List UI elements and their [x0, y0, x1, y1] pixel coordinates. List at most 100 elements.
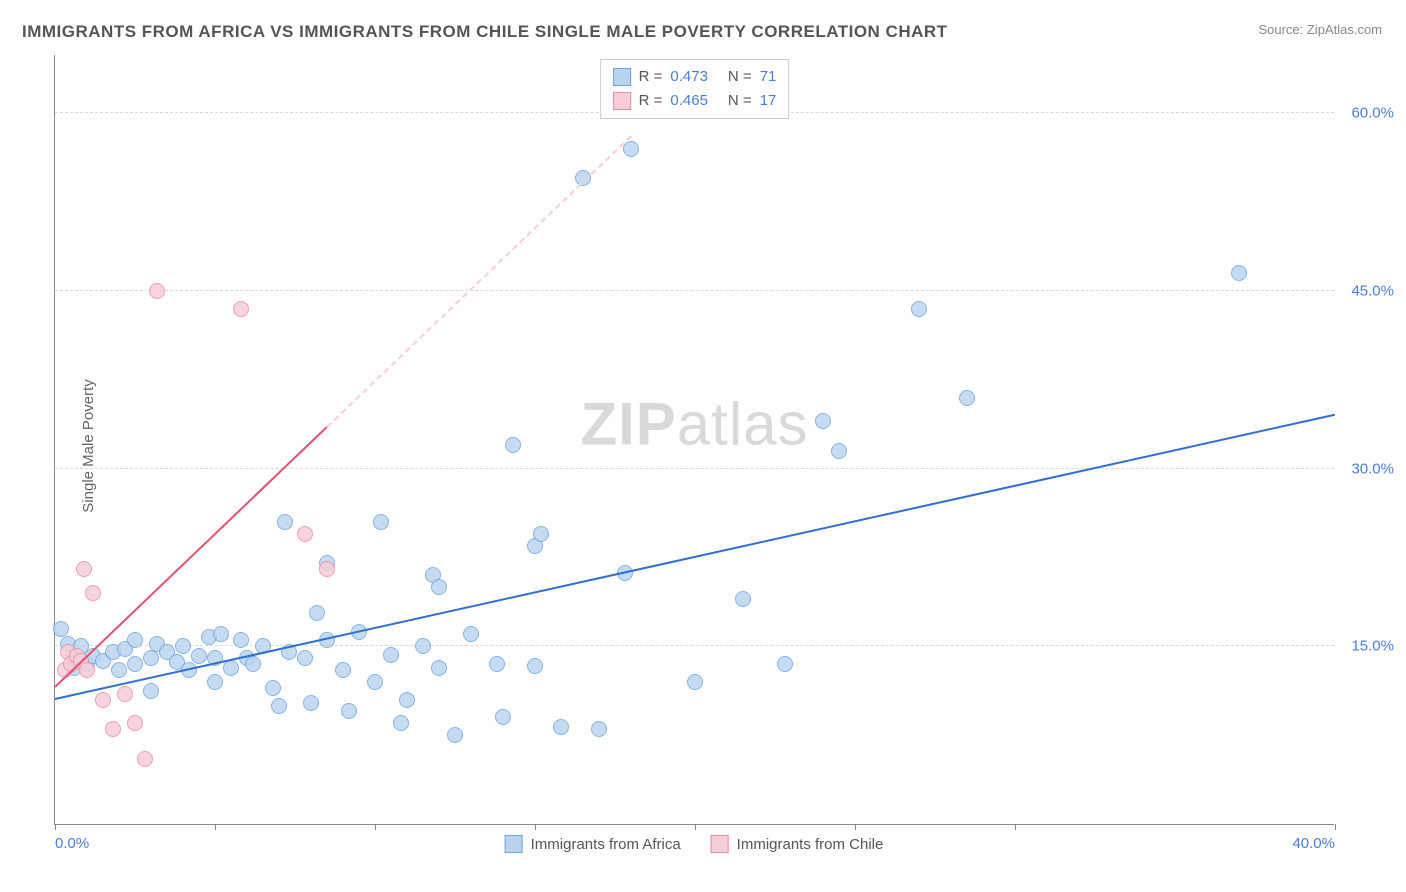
data-point	[137, 751, 153, 767]
data-point	[233, 301, 249, 317]
legend-n-value: 17	[760, 89, 777, 113]
data-point	[393, 715, 409, 731]
legend-label: Immigrants from Africa	[531, 836, 681, 853]
data-point	[383, 647, 399, 663]
data-point	[575, 170, 591, 186]
data-point	[127, 632, 143, 648]
data-point	[191, 648, 207, 664]
data-point	[111, 662, 127, 678]
legend-r-label: R =	[639, 65, 663, 89]
data-point	[341, 703, 357, 719]
data-point	[367, 674, 383, 690]
data-point	[105, 721, 121, 737]
watermark-bold: ZIP	[580, 391, 676, 458]
watermark-light: atlas	[677, 391, 809, 458]
data-point	[271, 698, 287, 714]
legend-swatch	[711, 835, 729, 853]
data-point	[735, 591, 751, 607]
data-point	[399, 692, 415, 708]
legend-n-label: N =	[728, 89, 752, 113]
legend-r-label: R =	[639, 89, 663, 113]
legend-swatch	[613, 92, 631, 110]
x-tick-mark	[535, 824, 536, 830]
y-tick-label: 60.0%	[1339, 105, 1394, 122]
series-legend: Immigrants from Africa Immigrants from Ch…	[505, 835, 884, 853]
data-point	[233, 632, 249, 648]
legend-swatch	[613, 68, 631, 86]
data-point	[117, 686, 133, 702]
x-tick-mark	[215, 824, 216, 830]
gridline	[55, 468, 1334, 469]
data-point	[245, 656, 261, 672]
data-point	[207, 674, 223, 690]
legend-swatch	[505, 835, 523, 853]
data-point	[297, 650, 313, 666]
legend-n-label: N =	[728, 65, 752, 89]
x-tick-mark	[1015, 824, 1016, 830]
data-point	[489, 656, 505, 672]
data-point	[415, 638, 431, 654]
data-point	[527, 658, 543, 674]
legend-r-value: 0.465	[670, 89, 708, 113]
data-point	[319, 561, 335, 577]
data-point	[373, 514, 389, 530]
legend-label: Immigrants from Chile	[737, 836, 884, 853]
data-point	[687, 674, 703, 690]
trend-line-dashed	[326, 135, 631, 427]
data-point	[303, 695, 319, 711]
legend-row: R = 0.473 N = 71	[613, 65, 777, 89]
legend-row: R = 0.465 N = 17	[613, 89, 777, 113]
x-tick-label: 0.0%	[55, 835, 89, 852]
data-point	[277, 514, 293, 530]
data-point	[76, 561, 92, 577]
data-point	[53, 621, 69, 637]
data-point	[505, 437, 521, 453]
data-point	[911, 301, 927, 317]
data-point	[85, 585, 101, 601]
legend-item: Immigrants from Chile	[711, 835, 884, 853]
chart-area: ZIPatlas R = 0.473N = 71R = 0.465N = 17 …	[54, 55, 1334, 825]
data-point	[143, 650, 159, 666]
data-point	[1231, 265, 1247, 281]
data-point	[431, 579, 447, 595]
data-point	[431, 660, 447, 676]
data-point	[815, 413, 831, 429]
source-label: Source: ZipAtlas.com	[1258, 22, 1382, 37]
data-point	[309, 605, 325, 621]
x-tick-mark	[55, 824, 56, 830]
data-point	[213, 626, 229, 642]
plot-region: ZIPatlas R = 0.473N = 71R = 0.465N = 17 …	[54, 55, 1334, 825]
data-point	[127, 656, 143, 672]
y-tick-label: 15.0%	[1339, 638, 1394, 655]
data-point	[127, 715, 143, 731]
data-point	[777, 656, 793, 672]
data-point	[495, 709, 511, 725]
y-tick-label: 30.0%	[1339, 460, 1394, 477]
gridline	[55, 290, 1334, 291]
data-point	[149, 283, 165, 299]
data-point	[297, 526, 313, 542]
trend-line	[55, 413, 1335, 699]
data-point	[79, 662, 95, 678]
y-tick-label: 45.0%	[1339, 282, 1394, 299]
correlation-legend: R = 0.473 N = 71 R = 0.465 N = 17	[600, 59, 790, 119]
x-tick-mark	[855, 824, 856, 830]
watermark: ZIPatlas	[580, 390, 808, 459]
data-point	[335, 662, 351, 678]
chart-title: IMMIGRANTS FROM AFRICA VS IMMIGRANTS FRO…	[22, 22, 948, 42]
data-point	[831, 443, 847, 459]
x-tick-label: 40.0%	[1292, 835, 1335, 852]
x-tick-mark	[1335, 824, 1336, 830]
x-tick-mark	[375, 824, 376, 830]
legend-r-value: 0.473	[670, 65, 708, 89]
data-point	[463, 626, 479, 642]
data-point	[591, 721, 607, 737]
data-point	[143, 683, 159, 699]
data-point	[447, 727, 463, 743]
legend-item: Immigrants from Africa	[505, 835, 681, 853]
x-tick-mark	[695, 824, 696, 830]
data-point	[533, 526, 549, 542]
legend-n-value: 71	[760, 65, 777, 89]
data-point	[623, 141, 639, 157]
data-point	[265, 680, 281, 696]
